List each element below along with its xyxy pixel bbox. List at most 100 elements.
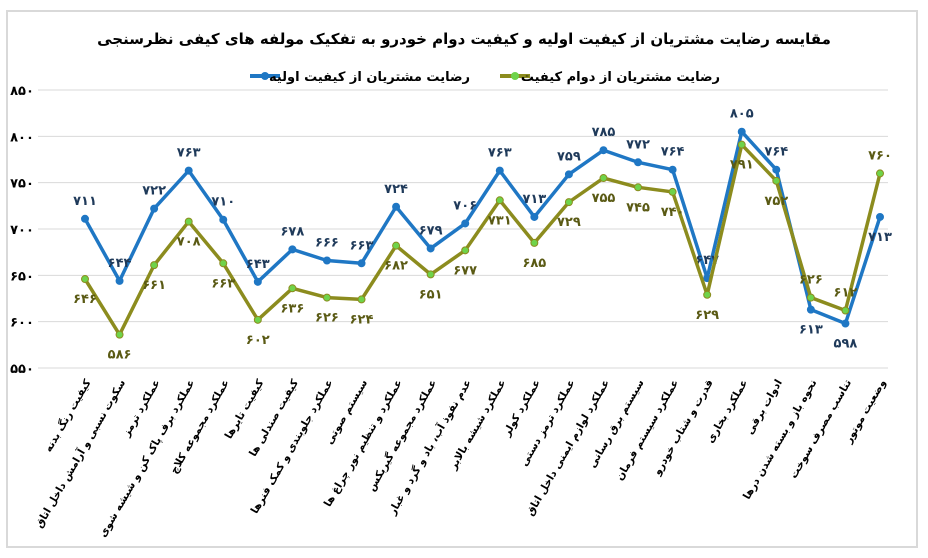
data-point	[668, 165, 677, 174]
data-label: ۷۱۱	[73, 194, 97, 209]
data-label: ۶۱۲	[834, 286, 858, 301]
legend-marker-swatch	[261, 72, 269, 80]
data-point	[219, 259, 228, 268]
data-label: ۶۸۵	[522, 256, 546, 271]
data-point	[737, 140, 746, 149]
y-tick-label: ۶۰۰	[10, 316, 34, 331]
data-label: ۷۱۳	[868, 230, 892, 245]
data-point	[841, 306, 850, 315]
data-point	[357, 259, 366, 268]
data-point	[81, 275, 89, 284]
chart-title: مقایسه رضایت مشتریان از کیفیت اولیه و کی…	[97, 30, 831, 48]
data-label: ۶۶۳	[350, 238, 374, 253]
y-tick-label: ۸۰۰	[10, 130, 34, 145]
data-point	[322, 293, 331, 302]
y-tick-label: ۵۵۰	[10, 362, 34, 377]
data-point	[426, 270, 435, 279]
y-tick-label: ۸۵۰	[10, 84, 34, 99]
data-label: ۶۶۳	[211, 276, 235, 291]
data-point	[115, 276, 124, 285]
data-label: ۶۶۱	[142, 278, 166, 293]
data-label: ۶۷۷	[453, 263, 477, 278]
data-point	[426, 244, 435, 253]
data-point	[806, 305, 815, 314]
data-point	[81, 214, 89, 223]
data-label: ۶۳۶	[280, 301, 304, 316]
data-point	[115, 330, 124, 339]
data-label: ۵۹۸	[834, 337, 858, 352]
data-label: ۶۴۶	[73, 292, 97, 307]
data-point	[288, 245, 297, 254]
data-label: ۷۰۸	[177, 235, 201, 250]
series-line	[83, 142, 882, 337]
data-label: ۶۴۴	[108, 256, 132, 271]
data-label: ۷۵۲	[764, 194, 788, 209]
data-point	[599, 174, 608, 183]
data-label: ۶۱۳	[799, 323, 823, 338]
data-label: ۶۵۱	[419, 287, 443, 302]
data-label: ۶۰۲	[246, 333, 270, 348]
data-label: ۷۲۴	[384, 182, 408, 197]
data-label: ۷۷۲	[626, 137, 650, 152]
data-point	[772, 165, 781, 174]
data-point	[322, 256, 331, 265]
data-point	[772, 176, 781, 185]
data-point	[634, 158, 643, 167]
data-point	[184, 166, 193, 175]
data-label: ۷۶۰	[868, 148, 892, 163]
data-label: ۶۶۶	[315, 236, 339, 251]
x-tick-label: تناسب مصرف سوخت	[788, 377, 854, 480]
data-point	[876, 169, 884, 178]
data-point	[150, 261, 159, 270]
data-point	[530, 238, 539, 247]
data-point	[253, 315, 262, 324]
data-label: ۶۲۶	[315, 311, 339, 326]
x-tick-label: عملکرد مجموعه گیربکس	[365, 377, 440, 493]
data-point	[599, 146, 608, 155]
data-point	[841, 319, 850, 328]
data-label: ۶۲۶	[799, 273, 823, 288]
legend-label: رضایت مشتریان از کیفیت اولیه	[269, 70, 470, 85]
data-point	[564, 198, 573, 207]
series-line	[83, 129, 882, 326]
x-tick-label: قدرت و شتاب خودرو	[651, 377, 716, 478]
data-label: ۶۷۸	[280, 224, 304, 239]
y-tick-label: ۷۵۰	[10, 177, 34, 192]
data-label: ۸۰۵	[730, 107, 754, 122]
data-point	[461, 246, 470, 255]
data-label: ۵۸۶	[108, 348, 132, 363]
data-label: ۷۲۹	[557, 215, 581, 230]
x-tick-label: ادوات برقی	[744, 378, 785, 437]
data-label: ۶۸۲	[384, 259, 408, 274]
data-label: ۷۴۰	[661, 205, 685, 220]
data-label: ۶۷۹	[419, 223, 443, 238]
y-tick-label: ۶۵۰	[10, 269, 34, 284]
data-point	[737, 127, 746, 136]
data-point	[392, 202, 401, 211]
data-point	[564, 170, 573, 179]
data-point	[806, 293, 815, 302]
data-point	[461, 219, 470, 228]
data-label: ۷۸۵	[592, 125, 616, 140]
data-point	[184, 217, 193, 226]
data-label: ۷۱۰	[211, 195, 235, 210]
data-label: ۷۹۱	[730, 158, 754, 173]
data-point	[219, 215, 228, 224]
chart-frame	[6, 10, 918, 548]
data-label: ۶۲۹	[695, 308, 719, 323]
data-point	[253, 277, 262, 286]
data-point	[703, 290, 712, 299]
data-label: ۷۴۵	[626, 200, 650, 215]
data-point	[530, 212, 539, 221]
legend-marker-swatch	[511, 72, 519, 80]
data-label: ۷۲۲	[142, 184, 166, 199]
data-point	[288, 284, 297, 293]
data-label: ۷۶۴	[764, 145, 788, 160]
x-tick-label: عملکرد سیستم فرمان	[614, 378, 682, 483]
data-label: ۷۶۴	[661, 145, 685, 160]
data-point	[150, 204, 159, 213]
data-label: ۷۶۳	[488, 146, 512, 161]
data-label: ۶۲۴	[350, 312, 374, 327]
